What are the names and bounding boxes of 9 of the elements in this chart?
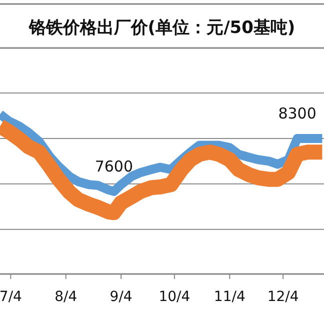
x-tick-label: 9/4 xyxy=(110,289,132,305)
x-tick-label: 12/4 xyxy=(267,289,299,305)
chart-title: 铬铁价格出厂价(单位：元/50基吨) xyxy=(28,18,296,38)
data-label: 8300 xyxy=(278,104,316,122)
x-tick-label: 10/4 xyxy=(158,289,190,305)
x-tick-label: 8/4 xyxy=(54,289,78,305)
x-tick-label: 11/4 xyxy=(214,289,246,305)
x-tick-label: 7/4 xyxy=(0,289,22,305)
data-label: 7600 xyxy=(94,157,134,176)
